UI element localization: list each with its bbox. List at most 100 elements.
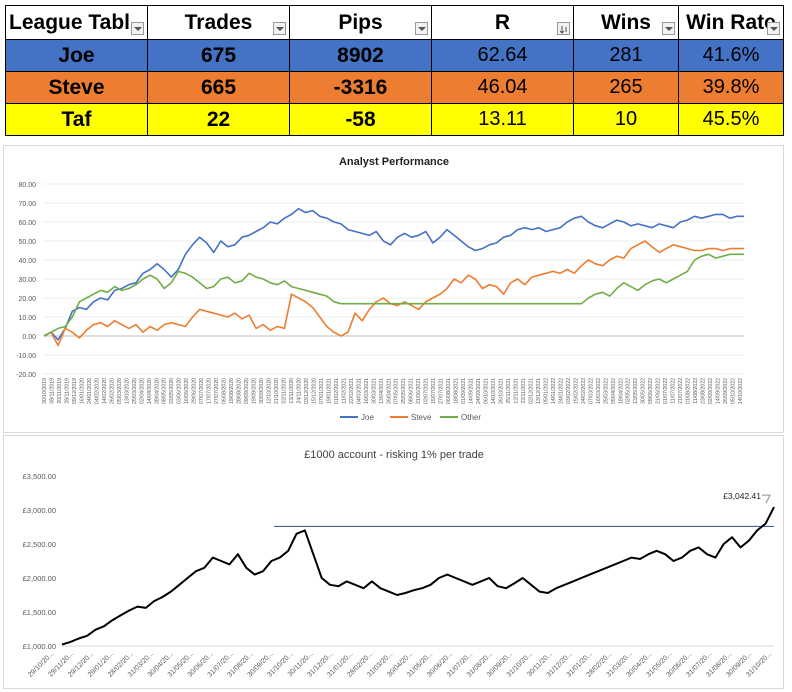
series-line-joe <box>43 207 744 341</box>
x-tick-label: 25/03/2020 <box>132 378 138 404</box>
x-tick-label: 30/10/2019 <box>42 378 48 404</box>
x-tick-label: 24/11/2020 <box>296 378 302 404</box>
filter-dropdown-icon[interactable] <box>273 22 286 35</box>
x-tick-label: 11/08/2022 <box>693 378 699 404</box>
x-tick-label: 06/10/2021 <box>484 378 490 404</box>
x-tick-label: 15/12/2020 <box>311 378 317 404</box>
y-tick-label: 10.00 <box>18 315 36 322</box>
analyst-performance-svg: Analyst Performance -20.00 -10.00 0.00 10.00… <box>16 156 744 422</box>
x-tick-label: 13/11/2020 <box>289 378 295 404</box>
x-tick-label: 14/10/2022 <box>738 378 744 404</box>
x-tick-label: 22/02/2021 <box>349 378 355 404</box>
x-tick-label: 11/07/2022 <box>671 378 677 404</box>
legend-label-other: Other <box>461 413 481 422</box>
header-win-rate: Win Rate <box>678 5 784 40</box>
x-tick-label: 19/01/2021 <box>326 378 332 404</box>
cell-win-rate: 39.8% <box>678 71 784 104</box>
x-tick-label: 28/11/2019 <box>64 378 70 404</box>
cell-wins: 10 <box>573 103 679 136</box>
y-tick-label: -20.00 <box>16 372 36 379</box>
y-tick-label: 50.00 <box>18 239 36 246</box>
x-tick-label: 06/08/2020 <box>222 378 228 404</box>
x-tick-label: 04/03/2021 <box>356 378 362 404</box>
x-tick-label: 24/09/2021 <box>476 378 482 404</box>
x-tick-label: 22/05/2020 <box>169 378 175 404</box>
x-tick-label: 15/07/2021 <box>431 378 437 404</box>
chart-title: Analyst Performance <box>339 156 449 168</box>
x-tick-label: 14/04/2020 <box>147 378 153 404</box>
x-tick-label: 27/07/2021 <box>439 378 445 404</box>
cell-wins: 265 <box>573 71 679 104</box>
legend-label-steve: Steve <box>411 413 432 422</box>
y-tick-label: 60.00 <box>18 220 36 227</box>
sort-descending-icon[interactable] <box>557 22 570 35</box>
y-tick-label: 20.00 <box>18 296 36 303</box>
table-row: Steve 665 -3316 46.04 265 39.8% <box>5 71 784 104</box>
cell-win-rate: 41.6% <box>678 39 784 72</box>
cell-wins: 281 <box>573 39 679 72</box>
cell-pips: 8902 <box>289 39 432 72</box>
x-tick-label: 25/03/2022 <box>603 378 609 404</box>
x-tick-label: 28/04/2020 <box>154 378 160 404</box>
header-label-wins: Wins <box>601 10 651 34</box>
x-tick-label: 27/07/2020 <box>214 378 220 404</box>
x-tick-label: 14/01/2022 <box>551 378 557 404</box>
x-tick-label: 14/10/2021 <box>491 378 497 404</box>
y-tick-label: £2,500.00 <box>23 540 56 549</box>
x-tick-label: 19/08/2020 <box>229 378 235 404</box>
x-tick-label: 25/11/2021 <box>506 378 512 404</box>
y-tick-label: 40.00 <box>18 258 36 265</box>
analyst-performance-chart[interactable]: Analyst Performance -20.00 -10.00 0.00 10.00… <box>3 145 784 433</box>
header-label-win-rate: Win Rate <box>686 10 776 34</box>
x-tick-label: 12/11/2021 <box>513 378 519 404</box>
x-tick-label: 07/01/2021 <box>319 378 325 404</box>
cell-trades: 675 <box>147 39 290 72</box>
table-row: Joe 675 8902 62.64 281 41.6% <box>5 39 784 72</box>
table-header-row: League Tabl Trades Pips R Wins Win Rate <box>5 5 784 40</box>
series-line-other <box>43 253 744 337</box>
filter-dropdown-icon[interactable] <box>415 22 428 35</box>
x-tick-label: 30/09/2020 <box>259 378 265 404</box>
cell-pips: -58 <box>289 103 432 136</box>
x-tick-label: 01/08/2022 <box>686 378 692 404</box>
x-tick-label: 15/02/2022 <box>573 378 579 404</box>
x-tick-label: 21/06/2022 <box>656 378 662 404</box>
x-tick-label: 03/02/2022 <box>566 378 572 404</box>
filter-dropdown-icon[interactable] <box>767 22 780 35</box>
legend-label-joe: Joe <box>361 413 374 422</box>
x-tick-label: 02/12/2021 <box>528 378 534 404</box>
header-pips: Pips <box>289 5 432 40</box>
x-tick-label: 16/03/2022 <box>596 378 602 404</box>
x-tick-label: 09/12/2019 <box>72 378 78 404</box>
y-tick-label: 30.00 <box>18 277 36 284</box>
cell-trades: 665 <box>147 71 290 104</box>
header-name: League Tabl <box>5 5 148 40</box>
x-tick-label: 07/05/2021 <box>394 378 400 404</box>
x-tick-label: 25/05/2021 <box>401 378 407 404</box>
x-tick-label: 16/03/2021 <box>364 378 370 404</box>
cell-name: Joe <box>5 39 148 72</box>
annotation-label: £3,042.41 <box>723 491 761 501</box>
x-tick-label: 24/02/2022 <box>581 378 587 404</box>
x-tick-label: 13/03/2020 <box>124 378 130 404</box>
x-tick-label: 04/02/2020 <box>94 378 100 404</box>
x-tick-label: 14/02/2020 <box>102 378 108 404</box>
x-tick-label: 20/11/2019 <box>57 378 63 404</box>
x-tick-label: 13/04/2021 <box>379 378 385 404</box>
header-wins: Wins <box>573 5 679 40</box>
header-label-trades: Trades <box>184 10 253 34</box>
x-tick-label: 03/12/2020 <box>304 378 310 404</box>
x-tick-label: 02/04/2020 <box>139 378 145 404</box>
x-tick-label: 22/11/2021 <box>521 378 527 404</box>
y-tick-label: £2,000.00 <box>23 574 56 583</box>
x-tick-label: 09/09/2020 <box>244 378 250 404</box>
account-balance-chart[interactable]: £1000 account - risking 1% per trade £1,0… <box>3 435 784 689</box>
header-r: R <box>431 5 574 40</box>
filter-dropdown-icon[interactable] <box>131 22 144 35</box>
filter-dropdown-icon[interactable] <box>662 22 675 35</box>
x-tick-label: 23/08/2022 <box>701 378 707 404</box>
x-tick-label: 16/01/2020 <box>79 378 85 404</box>
x-tick-label: 03/06/2020 <box>177 378 183 404</box>
cell-win-rate: 45.5% <box>678 103 784 136</box>
y-tick-label: 70.00 <box>18 201 36 208</box>
